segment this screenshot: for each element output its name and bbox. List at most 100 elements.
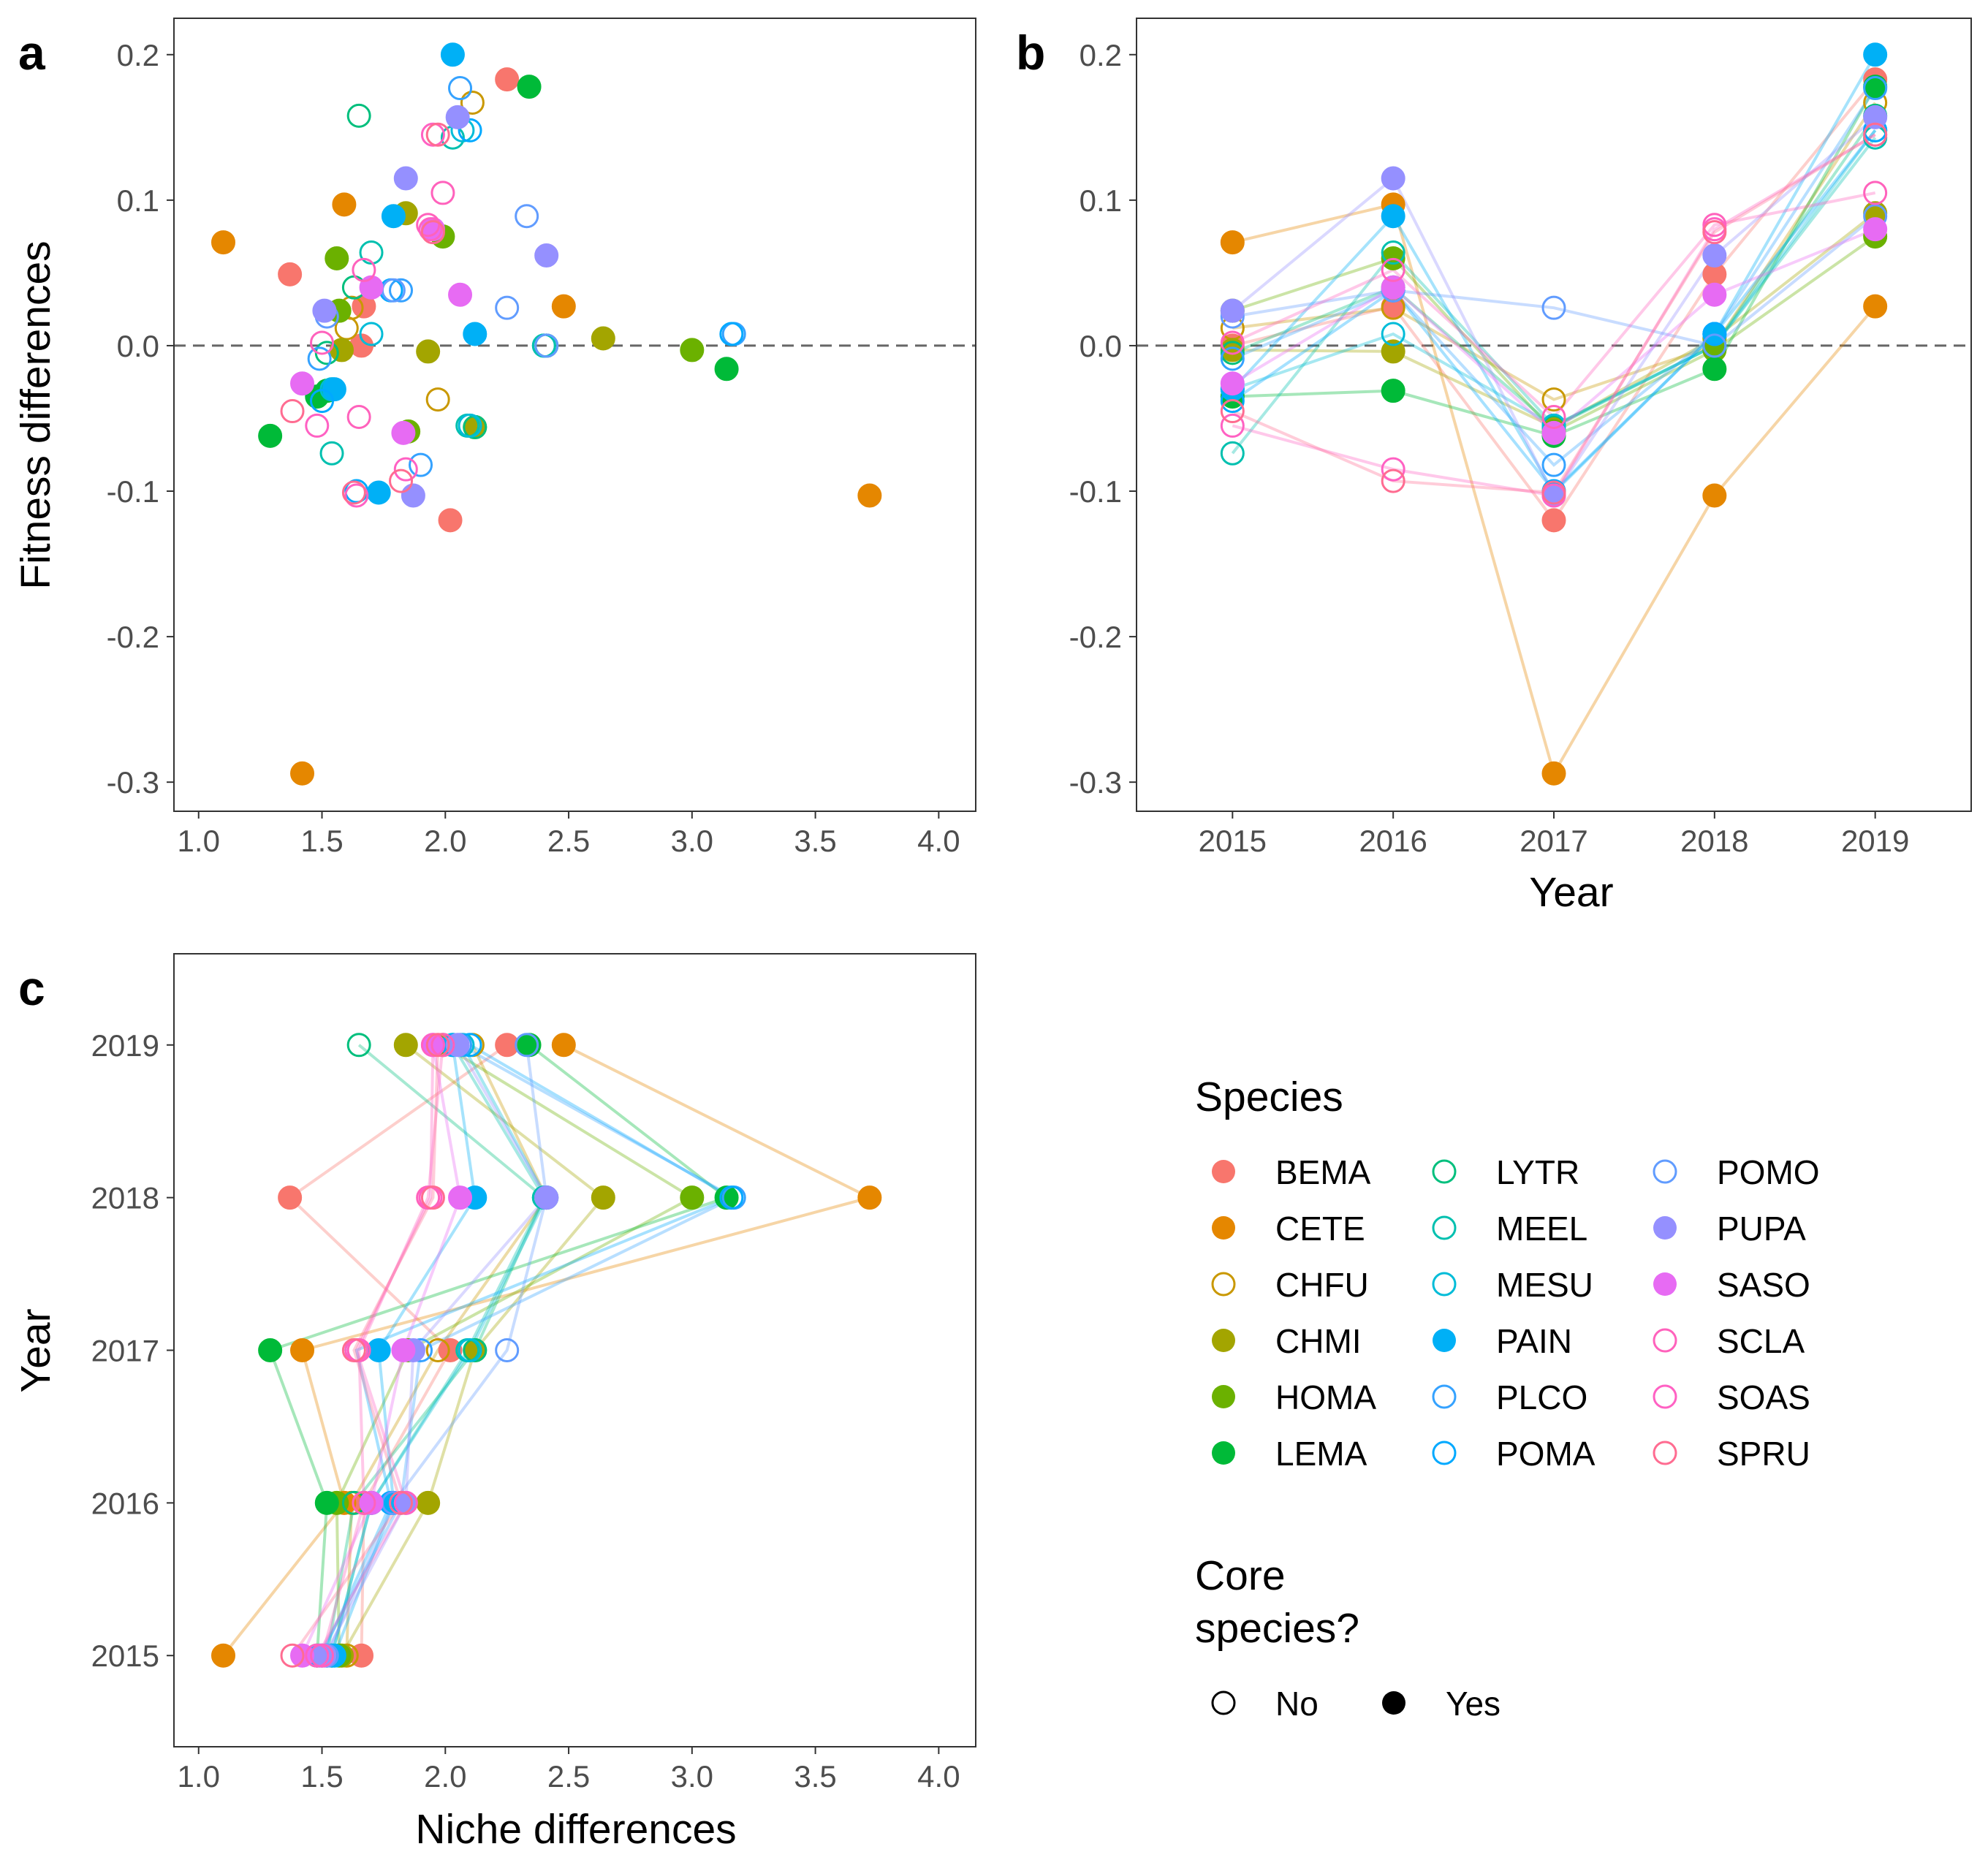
point-pupa-2015 [1220,298,1245,323]
point-cete-2019 [551,294,576,319]
point-spru-2016 [389,468,414,493]
point-soas-2015 [305,1643,330,1668]
panel-c-ytick-label: 2018 [91,1181,159,1215]
panel-b-xtick-label: 2016 [1359,824,1427,858]
panel-c-xtick-label: 1.0 [178,1759,220,1794]
legend-species-list: BEMA CETE CHFU CHMI HOMA LEMA LYTR MEEL MESU PAIN… [1211,1153,1820,1473]
legend-key-homa [1212,1385,1235,1408]
point-meel-2015 [1220,441,1245,466]
point-soas-2015 [305,413,330,438]
point-pomo-2019 [515,204,539,229]
series-line-chfu [345,1044,548,1656]
point-chmi-2016 [416,339,441,364]
point-lema-2017 [258,1338,283,1362]
legend-key-pupa [1653,1216,1677,1240]
legend-label-mesu: MESU [1496,1266,1593,1304]
panel-b-xtick-label: 2017 [1520,824,1587,858]
point-scla-2015 [310,330,335,355]
point-soas-2015 [1220,413,1245,438]
panel-c-xlabel: Niche differences [415,1806,736,1853]
point-spru-2019 [425,122,450,147]
point-pain-2016 [1381,204,1405,229]
legend-key-meel [1432,1215,1457,1240]
legend-core-title-line2: species? [1195,1605,1359,1652]
panel-c-ytick-label: 2015 [91,1639,159,1673]
panel-b-xlabel: Year [1529,869,1613,916]
point-poma-2018 [719,1185,744,1210]
legend-label-homa: HOMA [1275,1378,1376,1416]
legend-label-meel: MEEL [1496,1210,1587,1248]
point-pomo-2018 [534,333,559,358]
panel-c-points [211,1033,882,1668]
legend-key-scla [1653,1328,1677,1353]
point-soas-2018 [418,217,443,242]
series-line-poma [320,1044,735,1657]
panel-c-ylabel: Year [12,1308,59,1392]
legend-label-lytr: LYTR [1496,1153,1579,1191]
panel-a-ytick-label: 0.1 [117,183,159,218]
point-spru-2018 [1702,220,1727,245]
legend-key-lema [1212,1441,1235,1465]
legend-key-mesu [1432,1272,1457,1297]
legend-label-plco: PLCO [1496,1378,1587,1416]
series-line-pomo [1232,215,1876,348]
point-chmi-2018 [591,326,615,351]
panel-a-ytick-label: -0.2 [107,620,159,654]
point-bema-2017 [438,1338,463,1362]
point-spru-2015 [280,1643,305,1668]
point-spru-2017 [1541,480,1566,505]
point-scla-2017 [346,404,371,429]
point-bema-2017 [438,508,463,533]
panel-a-frame [173,18,976,812]
point-scla-2018 [416,213,441,238]
point-plco-2019 [1863,76,1888,101]
point-pain-2019 [440,42,465,67]
point-cete-2015 [1220,230,1245,255]
panel-letter-a: a [18,26,46,80]
point-mesu-2016 [1381,322,1405,346]
legend-species-title: Species [1195,1074,1343,1120]
panel-letter-b: b [1016,26,1045,80]
panel-c-frame [173,953,976,1747]
point-mesu-2017 [458,413,482,438]
point-poma-2018 [719,322,744,346]
point-lema-2016 [1381,379,1405,403]
point-plco-2015 [1220,346,1245,371]
panel-b-xtick-label: 2015 [1199,824,1267,858]
panel-a-ticks: 1.0 1.5 2.0 2.5 3.0 3.5 4.0 -0.3 -0.2 -0.1 0.0 0.1 0… [107,38,960,858]
point-chmi-2018 [591,1185,615,1210]
point-pupa-2016 [1381,166,1405,191]
series-line-cete [221,1043,874,1657]
point-cete-2015 [211,230,236,255]
point-meel-2015 [319,441,344,466]
point-bema-2017 [1541,508,1566,533]
panel-a-xtick-label: 3.0 [671,824,713,858]
point-cete-2019 [1863,294,1888,319]
panel-c-xtick-label: 3.0 [671,1759,713,1794]
panel-a-xtick-label: 2.5 [547,824,590,858]
point-saso-2015 [290,371,315,396]
panel-b-ytick-label: 0.0 [1080,329,1122,363]
point-saso-2017 [391,420,416,445]
point-homa-2018 [680,1185,705,1210]
point-cete-2018 [857,483,882,508]
panel-c: c 1.0 1.5 2.0 2.5 3.0 3.5 4.0 2015 2016 2017 2018 2… [12,953,976,1853]
legend: Species BEMA CETE CHFU CHMI HOMA LEMA LYTR MEEL… [1195,1074,1820,1723]
legend-key-pain [1433,1329,1456,1352]
point-homa-2016 [325,246,349,270]
legend-label-pupa: PUPA [1717,1210,1806,1248]
point-mesu-2017 [458,1338,482,1362]
panel-c-ytick-label: 2016 [91,1486,159,1520]
legend-key-saso [1653,1272,1677,1296]
panel-c-ytick-label: 2017 [91,1334,159,1368]
point-lema-2018 [714,357,739,382]
legend-key-pomo [1653,1159,1677,1184]
point-poma-2019 [458,118,482,143]
point-saso-2018 [448,1185,473,1210]
point-plco-2015 [307,346,332,371]
point-spru-2017 [341,1338,366,1362]
point-chfu-2017 [425,1338,450,1362]
panel-b-ytick-label: 0.2 [1080,38,1122,72]
panel-a-xtick-label: 2.0 [424,824,466,858]
